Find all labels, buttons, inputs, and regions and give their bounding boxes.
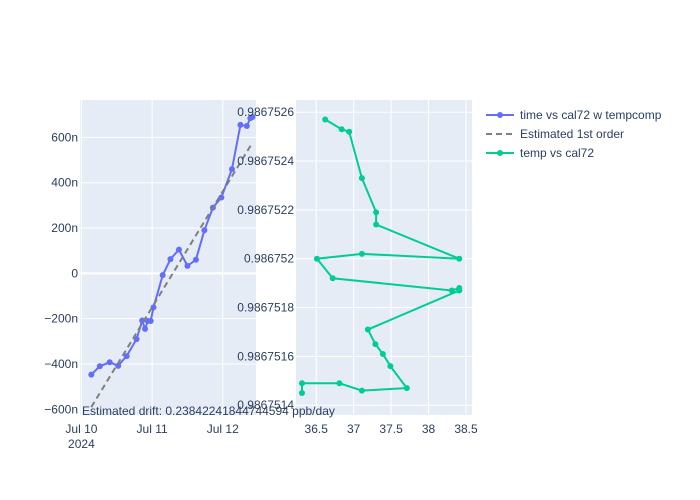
left-y-tick-label: 600n: [51, 130, 78, 144]
left-y-tick-label: −600n: [44, 402, 78, 416]
legend-label-estimated-1st-order: Estimated 1st order: [520, 127, 624, 141]
temp-vs-cal72-point: [373, 209, 380, 216]
right-x-tick-label: 36.5: [305, 422, 329, 436]
temp-vs-cal72-point: [448, 287, 455, 294]
time-vs-cal72-w-tempcomp-point: [218, 194, 225, 201]
temp-vs-cal72-point: [403, 385, 410, 392]
temp-vs-cal72-point: [298, 390, 305, 397]
marks-right: [298, 116, 463, 397]
time-vs-cal72-w-tempcomp-point: [201, 227, 208, 234]
left-y-tick-label: −400n: [44, 357, 78, 371]
legend[interactable]: time vs cal72 w tempcomp Estimated 1st or…: [486, 108, 662, 160]
temp-vs-cal72-point: [322, 116, 329, 123]
time-vs-cal72-w-tempcomp-point: [147, 317, 154, 324]
time-vs-cal72-w-tempcomp-point: [228, 166, 235, 173]
temp-vs-cal72-point: [373, 221, 380, 228]
right-y-tick-label: 0.986752: [244, 252, 294, 266]
right-y-tick-label: 0.9867524: [237, 154, 294, 168]
temp-vs-cal72-line: [300, 118, 461, 394]
temp-vs-cal72-point: [358, 387, 365, 394]
left-x-tick-sublabel: 2024: [68, 437, 95, 451]
time-vs-cal72-w-tempcomp-point: [142, 325, 149, 332]
right-y-tick-label: 0.9867526: [237, 105, 294, 119]
time-vs-cal72-w-tempcomp-point: [96, 363, 103, 370]
right-y-tick-label: 0.9867522: [237, 203, 294, 217]
time-vs-cal72-w-tempcomp-point: [115, 362, 122, 369]
time-vs-cal72-w-tempcomp-point: [133, 336, 140, 343]
temp-vs-cal72-point: [298, 380, 305, 387]
time-vs-cal72-w-tempcomp-point: [192, 256, 199, 263]
left-x-tick-label: Jul 11: [137, 422, 168, 436]
drift-annotation: Estimated drift: 0.23842241844744594 ppb…: [82, 404, 335, 418]
legend-label-temp-vs-cal72: temp vs cal72: [520, 146, 594, 160]
time-vs-cal72-w-tempcomp-point: [184, 262, 191, 269]
right-x-tick-label: 38.5: [454, 422, 478, 436]
temp-vs-cal72-point: [329, 275, 336, 282]
legend-marker-time-vs-cal72-w-tempcomp: [497, 112, 503, 118]
right-y-tick-label: 0.9867518: [237, 301, 294, 315]
time-vs-cal72-w-tempcomp-point: [175, 246, 182, 253]
left-y-tick-label: −200n: [44, 312, 78, 326]
right-x-tick-label: 37.5: [379, 422, 403, 436]
time-vs-cal72-w-tempcomp-point: [167, 256, 174, 263]
ticks-right: 36.5 37 37.5 38 38.5 0.9867514 0.9867516 0.9867…: [237, 105, 478, 436]
temp-vs-cal72-point: [456, 255, 463, 262]
temp-vs-cal72-point: [336, 380, 343, 387]
time-vs-cal72-w-tempcomp-point: [243, 123, 250, 130]
temp-vs-cal72-point: [379, 350, 386, 357]
legend-label-time-vs-cal72-w-tempcomp: time vs cal72 w tempcomp: [520, 108, 662, 122]
estimated-1st-order-line: [90, 142, 254, 408]
legend-marker-temp-vs-cal72: [497, 150, 503, 156]
temp-vs-cal72-point: [387, 363, 394, 370]
time-vs-cal72-w-tempcomp-point: [159, 272, 166, 279]
time-vs-cal72-w-tempcomp-point: [249, 113, 256, 120]
right-x-tick-label: 37: [347, 422, 361, 436]
right-x-tick-label: 38: [422, 422, 436, 436]
right-y-tick-label: 0.9867516: [237, 349, 294, 363]
temp-vs-cal72-point: [358, 250, 365, 257]
marks-left: [88, 113, 256, 408]
time-vs-cal72-w-tempcomp-point: [123, 353, 130, 360]
right-y-tick-label: 0.9867514: [237, 398, 294, 412]
temp-vs-cal72-point: [364, 326, 371, 333]
time-vs-cal72-w-tempcomp-point: [88, 371, 95, 378]
temp-vs-cal72-point: [372, 341, 379, 348]
temp-vs-cal72-point: [346, 128, 353, 135]
time-vs-cal72-w-tempcomp-point: [106, 359, 113, 366]
temp-vs-cal72-point: [313, 255, 320, 262]
temp-vs-cal72-point: [338, 126, 345, 133]
left-y-tick-label: 0: [71, 266, 78, 280]
left-y-tick-label: 400n: [51, 176, 78, 190]
temp-vs-cal72-point: [456, 287, 463, 294]
left-x-tick-label: Jul 10: [65, 422, 97, 436]
temp-vs-cal72-point: [358, 175, 365, 182]
left-x-tick-label: Jul 12: [207, 422, 239, 436]
time-vs-cal72-w-tempcomp-point: [139, 317, 146, 324]
time-vs-cal72-w-tempcomp-point: [237, 121, 244, 128]
left-y-tick-label: 200n: [51, 221, 78, 235]
